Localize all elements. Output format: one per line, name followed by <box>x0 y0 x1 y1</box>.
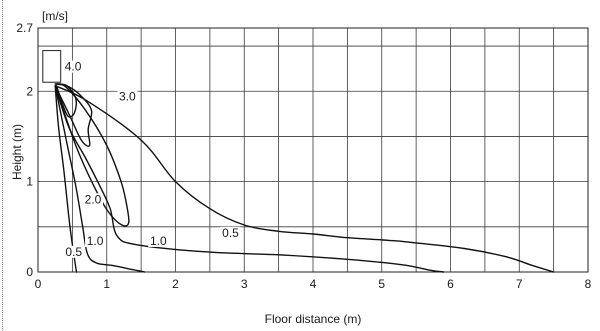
x-tick-label: 3 <box>241 277 248 291</box>
y-axis-title: Height (m) <box>10 124 24 180</box>
contour-value-label: 4.0 <box>65 60 82 74</box>
x-tick-label: 4 <box>310 277 317 291</box>
contour-label-backing <box>220 226 241 239</box>
page-edge-dotted-line <box>2 0 3 331</box>
contour-label-backing <box>148 234 169 247</box>
contour-label-backing <box>63 60 84 73</box>
contour-2-0-line <box>54 83 130 227</box>
contour-0-5-line <box>54 85 555 273</box>
grid-layer <box>38 28 588 272</box>
indoor-unit-box <box>42 50 62 83</box>
contour-label-backing <box>63 245 84 258</box>
contour-3-0-line <box>54 83 93 147</box>
series-layer <box>54 83 555 273</box>
x-tick-label: 6 <box>447 277 454 291</box>
contour-label-backing <box>83 193 103 206</box>
unit-label: [m/s] <box>42 9 68 23</box>
contour-1-0-line <box>54 85 445 273</box>
contour-value-label: 1.0 <box>150 234 167 248</box>
contour-label-backing <box>85 234 106 247</box>
contour-value-label: 1.0 <box>87 234 104 248</box>
x-tick-label: 7 <box>516 277 523 291</box>
x-axis-title: Floor distance (m) <box>265 312 362 326</box>
x-tick-label: 2 <box>172 277 179 291</box>
contour-value-label: 3.0 <box>119 89 136 103</box>
plot-frame <box>37 27 589 273</box>
contour-value-label: 0.5 <box>222 226 239 240</box>
contour-value-label: 0.5 <box>65 245 82 259</box>
y-tick-label: 2.7 <box>16 21 33 35</box>
contour-label-backing <box>117 90 138 103</box>
contour-value-label: 2.0 <box>85 192 102 206</box>
x-tick-label: 5 <box>378 277 385 291</box>
y-tick-label: 2 <box>26 84 33 98</box>
tick-layer: 0 1 2 3 4 5 6 7 8 0 1 2 2.7 <box>16 21 591 291</box>
x-tick-label: 8 <box>585 277 592 291</box>
y-tick-label: 1 <box>26 175 33 189</box>
x-tick-label: 1 <box>103 277 110 291</box>
label-layer: 4.0 3.0 2.0 1.0 1.0 0.5 0.5 <box>63 60 241 259</box>
contour-1-0-line <box>54 85 146 273</box>
x-tick-label: 0 <box>35 277 42 291</box>
y-tick-label: 0 <box>26 265 33 279</box>
